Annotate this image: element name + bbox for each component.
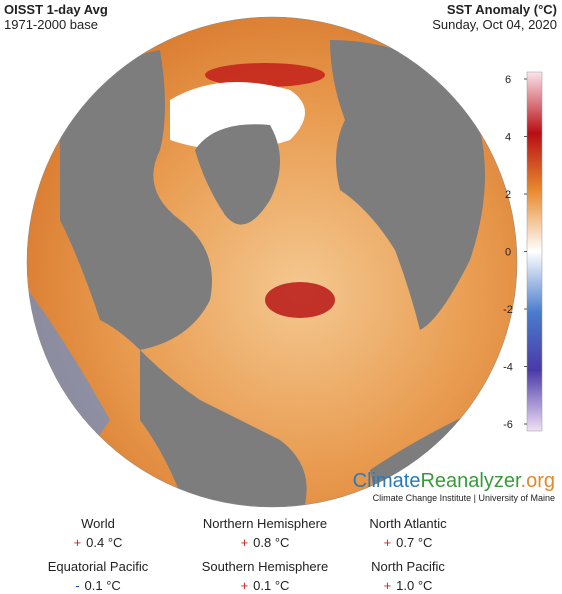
tick-label: -4 <box>503 362 513 374</box>
stat-value: +0.7 °C <box>384 535 433 550</box>
stat-sign: + <box>384 535 392 550</box>
tick-label: -6 <box>503 419 513 431</box>
legend-title: SST Anomaly (°C) <box>447 2 557 17</box>
tick-label: -2 <box>503 304 513 316</box>
colorbar <box>526 71 543 432</box>
stat-name: Northern Hemisphere <box>203 516 327 531</box>
stat-name: North Pacific <box>371 559 445 574</box>
stat-sign: - <box>75 578 79 593</box>
stat-number: 0.8 °C <box>253 535 289 550</box>
brand-part: Reanalyzer <box>420 470 522 492</box>
stat-number: 0.7 °C <box>396 535 432 550</box>
stat-sign: + <box>241 578 249 593</box>
stat-name: Equatorial Pacific <box>48 559 149 574</box>
subtitle: 1971-2000 base <box>4 17 98 32</box>
title: OISST 1-day Avg <box>4 2 108 17</box>
brand-subtitle: Climate Change Institute | University of… <box>373 493 555 503</box>
globe-outline <box>26 16 518 508</box>
tick-label: 0 <box>505 247 511 259</box>
stat-sign: + <box>74 535 82 550</box>
stat-name: World <box>81 516 115 531</box>
globe <box>27 17 517 507</box>
stat-sign: + <box>384 578 392 593</box>
stat-number: 0.1 °C <box>253 578 289 593</box>
stat-value: +0.4 °C <box>74 535 123 550</box>
stat-value: +0.1 °C <box>241 578 290 593</box>
stat-value: +1.0 °C <box>384 578 433 593</box>
stat-value: -0.1 °C <box>75 578 121 593</box>
stat-value: +0.8 °C <box>241 535 290 550</box>
date: Sunday, Oct 04, 2020 <box>432 17 557 32</box>
stat-name: Southern Hemisphere <box>202 559 328 574</box>
tick-label: 6 <box>505 74 511 86</box>
stat-sign: + <box>241 535 249 550</box>
stat-name: North Atlantic <box>369 516 447 531</box>
stat-number: 0.1 °C <box>85 578 121 593</box>
tick-label: 4 <box>505 132 511 144</box>
stat-number: 1.0 °C <box>396 578 432 593</box>
brand: ClimateReanalyzer.org <box>353 470 555 492</box>
brand-part: Climate <box>353 470 421 492</box>
stat-number: 0.4 °C <box>86 535 122 550</box>
tick-label: 2 <box>505 189 511 201</box>
brand-part: .org <box>521 470 555 492</box>
